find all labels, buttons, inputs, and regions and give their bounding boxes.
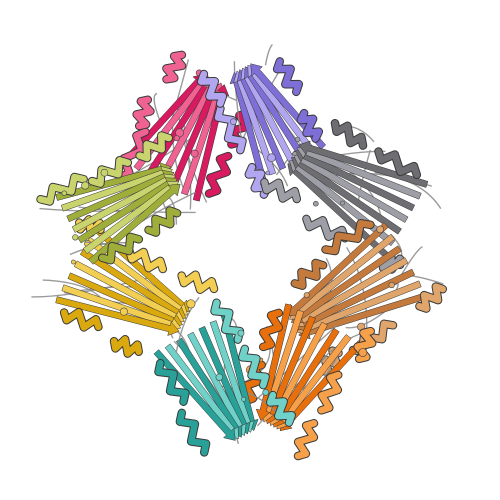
alpha-helix	[273, 58, 303, 96]
alpha-helix	[163, 51, 186, 83]
turn-blob	[61, 190, 68, 196]
alpha-helix	[318, 371, 342, 414]
alpha-helix	[291, 259, 327, 289]
turn-blob	[294, 136, 301, 143]
turn-blob	[340, 200, 345, 206]
alpha-helix	[155, 359, 189, 405]
alpha-helix	[375, 148, 421, 179]
alpha-helix	[133, 96, 154, 130]
loop-coil	[233, 61, 243, 145]
turn-blob	[173, 135, 180, 142]
turn-blob	[237, 329, 245, 337]
alpha-helix	[136, 132, 173, 162]
turn-blob	[215, 373, 224, 381]
turn-blob	[267, 153, 276, 162]
alpha-helix	[145, 207, 181, 236]
alpha-helix	[205, 152, 232, 197]
alpha-helix	[294, 420, 318, 460]
subunit-violet	[196, 44, 327, 199]
alpha-helix	[37, 173, 87, 205]
turn-blob	[186, 299, 196, 309]
alpha-helix	[303, 215, 349, 242]
turn-blob	[72, 234, 79, 241]
turn-blob	[100, 168, 109, 177]
subunit-orange	[235, 303, 377, 461]
subunit-gray	[260, 118, 442, 274]
subunit-olive	[36, 131, 196, 265]
alpha-helix	[178, 271, 218, 293]
beta-strand	[55, 296, 180, 337]
loop-coil	[264, 44, 273, 66]
alpha-helix	[60, 308, 102, 331]
alpha-helix	[211, 299, 244, 343]
alpha-helix	[322, 220, 374, 255]
alpha-helix	[214, 105, 246, 154]
alpha-helix	[266, 391, 295, 426]
beta-strand	[287, 222, 389, 317]
loop-coil	[153, 92, 162, 123]
turn-blob	[190, 149, 199, 158]
turn-blob	[119, 307, 128, 316]
alpha-helix	[117, 128, 149, 181]
alpha-helix	[98, 233, 143, 264]
alpha-helix	[297, 109, 323, 142]
turn-blob	[376, 225, 385, 234]
subunit-teal	[153, 298, 296, 457]
alpha-helix	[110, 336, 142, 357]
loop-coil	[69, 241, 129, 256]
turn-blob	[230, 118, 237, 125]
alpha-helix	[126, 247, 167, 273]
alpha-helix	[239, 345, 269, 389]
turn-blob	[312, 200, 319, 207]
alpha-helix	[197, 70, 227, 107]
turn-blob	[81, 181, 90, 190]
turn-blob	[262, 388, 270, 396]
alpha-helix	[259, 309, 283, 351]
alpha-helix	[379, 253, 404, 273]
turn-blob	[71, 259, 76, 265]
turn-blob	[241, 396, 246, 402]
alpha-helix	[331, 119, 367, 149]
loop-coil	[256, 148, 289, 187]
turn-blob	[358, 348, 368, 357]
beta-strand	[298, 140, 429, 188]
turn-blob	[303, 292, 310, 299]
turn-blob	[292, 151, 298, 157]
turn-blob	[265, 170, 271, 176]
alpha-helix	[416, 283, 447, 312]
alpha-helix	[261, 178, 301, 203]
turn-blob	[388, 281, 395, 289]
loop-coil	[175, 296, 200, 353]
turn-blob	[175, 128, 184, 138]
alpha-helix	[88, 157, 132, 187]
alpha-helix	[176, 409, 210, 456]
